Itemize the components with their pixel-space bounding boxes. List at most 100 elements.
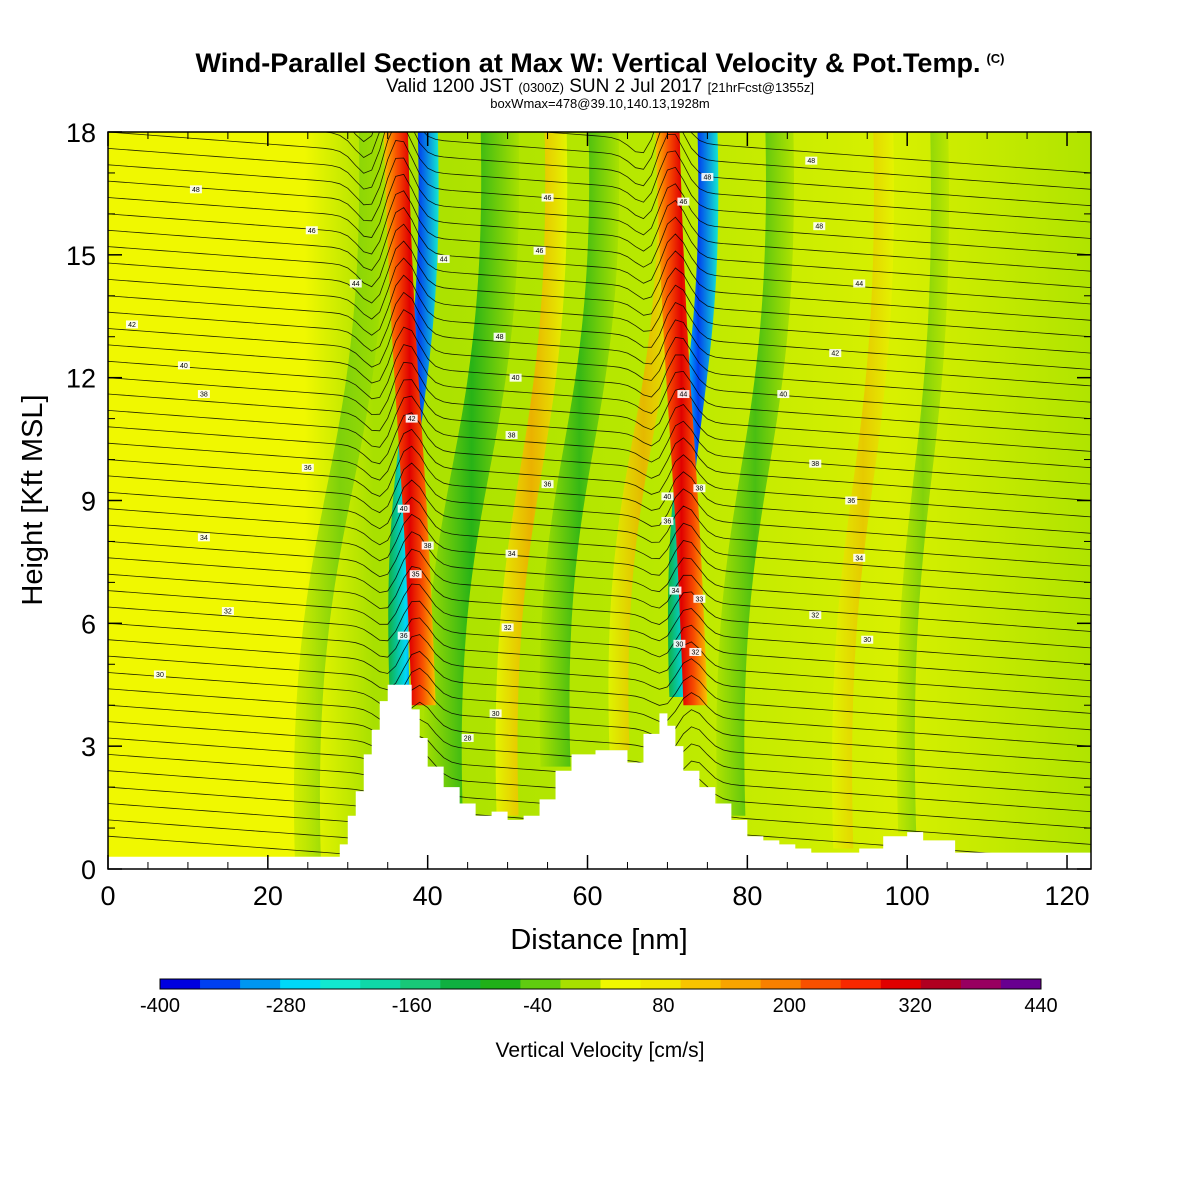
isentrope-line	[108, 240, 1091, 338]
y-tick-label: 6	[81, 609, 96, 639]
isentrope-line	[108, 835, 710, 869]
colorbar-swatch	[440, 979, 481, 989]
isentrope-line	[108, 132, 1091, 207]
isentrope-line	[108, 600, 1091, 682]
isentrope-label: 40	[180, 363, 188, 370]
isentrope-label-bg	[437, 254, 450, 263]
isentrope-label: 34	[200, 535, 208, 542]
isentrope-line	[108, 190, 1091, 288]
isentrope-label: 44	[352, 281, 360, 288]
isentrope-label: 44	[440, 256, 448, 263]
colorbar-tick-label: 440	[1024, 995, 1057, 1017]
isentrope-label: 36	[304, 465, 312, 472]
isentrope-label: 30	[676, 641, 684, 648]
isentrope-label-bg	[349, 279, 362, 288]
isentrope-label-bg	[853, 279, 866, 288]
updraft-band	[832, 132, 894, 849]
isentrope-line	[108, 496, 1091, 583]
x-tick-label: 40	[413, 881, 443, 911]
isentrope-label-bg	[505, 430, 518, 439]
isentrope-line	[108, 479, 1091, 567]
isentrope-label-bg	[669, 586, 682, 595]
updraft-band	[608, 132, 679, 751]
isentrope-line	[108, 617, 1091, 698]
isentrope-line	[108, 257, 1091, 354]
isentrope-line	[108, 274, 1091, 370]
isentrope-label: 32	[224, 609, 232, 616]
chart-title: Wind-Parallel Section at Max W: Vertical…	[195, 48, 981, 78]
x-tick-label: 20	[253, 881, 283, 911]
isentrope-line	[108, 140, 1091, 239]
isentrope-label: 40	[400, 506, 408, 513]
isentrope-label-bg	[489, 709, 502, 718]
isentrope-line	[108, 566, 1091, 649]
colorbar-swatch	[160, 979, 201, 989]
isentrope-label: 40	[512, 375, 520, 382]
isentrope-label-bg	[409, 570, 422, 579]
isentrope-line	[108, 445, 1091, 534]
downdraft-band	[896, 132, 950, 833]
isentrope-label-bg	[805, 156, 818, 165]
x-tick-label: 0	[100, 881, 115, 911]
isentrope-label: 46	[308, 228, 316, 235]
isentrope-label-bg	[541, 480, 554, 489]
isentrope-label: 42	[831, 351, 839, 358]
colorbar-swatch	[880, 979, 922, 989]
isentrope-label-bg	[809, 611, 822, 620]
isentrope-label-bg	[509, 373, 522, 382]
isentrope-line	[108, 650, 1091, 731]
copyright-mark: (C)	[986, 51, 1005, 66]
isentrope-label-bg	[197, 533, 210, 542]
colorbar-swatch	[480, 979, 521, 989]
y-tick-label: 0	[81, 855, 96, 885]
colorbar-swatch	[520, 979, 561, 989]
isentrope-label: 34	[855, 555, 863, 562]
isentrope-line	[108, 701, 1091, 780]
isentrope-label: 38	[200, 392, 208, 399]
colorbar-tick-label: 320	[898, 995, 931, 1017]
forecast-info: [21hrFcst@1355z]	[707, 80, 814, 95]
isentrope-line	[108, 291, 1091, 387]
isentrope-line	[108, 583, 1091, 665]
y-tick-label: 18	[66, 118, 96, 148]
isentrope-label: 42	[408, 416, 416, 423]
colorbar-tick-label: 200	[773, 995, 806, 1017]
isentrope-labels: 30 32 34 36 38 40 42 44 46 48 42 40 38 35 36 44 48 40 38 36…	[125, 156, 874, 742]
downdraft-band	[716, 132, 794, 816]
isentrope-label: 36	[400, 633, 408, 640]
isentrope-label-bg	[541, 193, 554, 202]
isentrope-label: 46	[544, 195, 552, 202]
y-tick-label: 15	[66, 241, 96, 271]
isentrope-label-bg	[153, 670, 166, 679]
isentrope-line	[108, 548, 1091, 632]
colorbar-tick-label: -40	[523, 995, 552, 1017]
isentrope-line	[108, 223, 1091, 321]
isentrope-label: 28	[464, 735, 472, 742]
x-tick-label: 80	[732, 881, 762, 911]
isentrope-label: 44	[680, 392, 688, 399]
isentrope-label-bg	[505, 549, 518, 558]
isentrope-label: 48	[807, 158, 815, 165]
valid-date: SUN 2 Jul 2017	[569, 76, 703, 97]
isentrope-line	[108, 684, 1091, 763]
x-tick-label: 120	[1044, 881, 1089, 911]
colorbar-swatch	[320, 979, 361, 989]
isentrope-label: 30	[492, 711, 500, 718]
isentrope-label: 35	[412, 572, 420, 579]
chart-title-line: Wind-Parallel Section at Max W: Vertical…	[0, 44, 1200, 78]
isentrope-label: 42	[128, 322, 136, 329]
isentrope-label: 36	[664, 518, 672, 525]
isentrope-label-bg	[673, 639, 686, 648]
terrain	[108, 684, 1091, 869]
isentrope-line	[352, 132, 1091, 174]
x-axis-label: Distance [nm]	[510, 924, 687, 956]
y-axis-label: Height [Kft MSL]	[17, 394, 49, 605]
isentrope-label-bg	[197, 390, 210, 399]
downdraft-band	[423, 132, 520, 812]
isentrope-label: 38	[695, 486, 703, 493]
isentrope-label-bg	[677, 390, 690, 399]
isentrope-label-bg	[701, 173, 714, 182]
isentrope-label-bg	[861, 635, 874, 644]
isentrope-line	[108, 206, 1091, 305]
